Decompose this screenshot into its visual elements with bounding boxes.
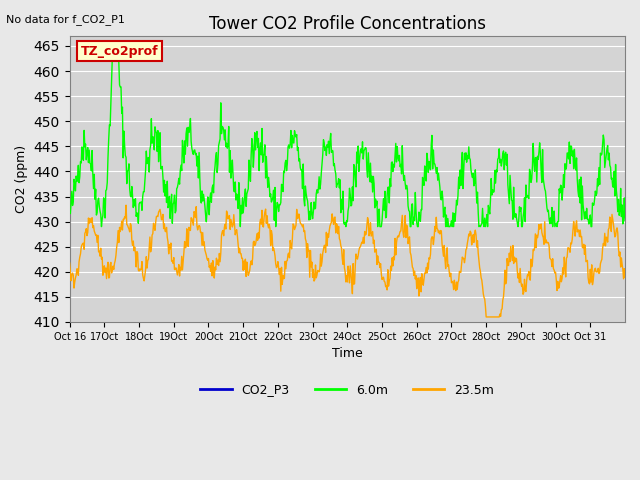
- Legend: CO2_P3, 6.0m, 23.5m: CO2_P3, 6.0m, 23.5m: [195, 379, 499, 402]
- X-axis label: Time: Time: [332, 347, 363, 360]
- Title: Tower CO2 Profile Concentrations: Tower CO2 Profile Concentrations: [209, 15, 486, 33]
- Text: TZ_co2prof: TZ_co2prof: [81, 45, 158, 58]
- Text: No data for f_CO2_P1: No data for f_CO2_P1: [6, 14, 125, 25]
- Y-axis label: CO2 (ppm): CO2 (ppm): [15, 145, 28, 213]
